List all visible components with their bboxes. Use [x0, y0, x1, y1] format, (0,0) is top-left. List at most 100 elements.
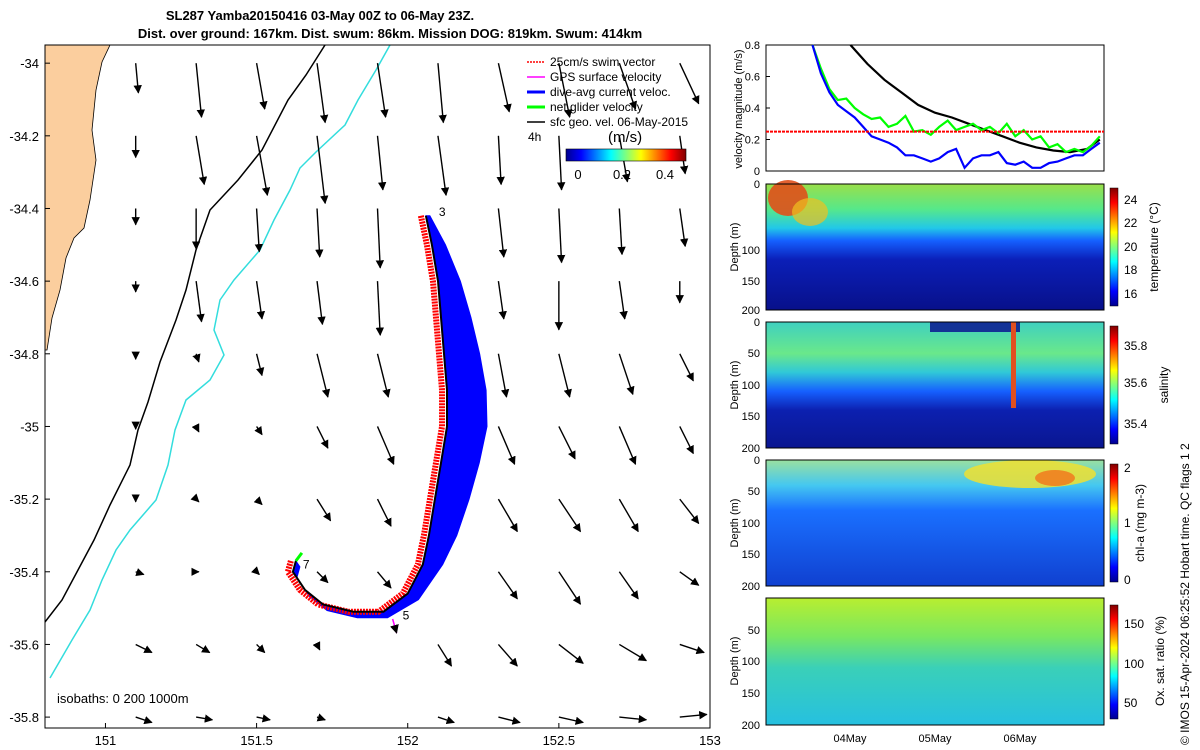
current-arrow: [618, 281, 628, 320]
current-arrow: [618, 498, 639, 533]
current-arrow: [497, 208, 508, 258]
temperature-cbar-tick-1: 18: [1124, 263, 1138, 277]
current-arrow: [558, 426, 576, 460]
map-xtick-label: 151: [95, 733, 117, 748]
current-arrow: [679, 62, 700, 105]
current-arrow: [618, 353, 635, 396]
salinity-panel: Depth (m) 0 50 100 150 200 35.4 35.6 35.…: [729, 317, 1171, 455]
temperature-frame: [765, 183, 1105, 311]
temperature-colorbar: [1109, 187, 1119, 307]
isobath-1000: [45, 45, 326, 623]
velocity-series-line: [811, 44, 1101, 170]
current-arrow: [195, 63, 205, 119]
current-arrow: [497, 353, 510, 398]
map-xtick-label: 152.5: [543, 733, 576, 748]
current-arrow: [497, 643, 518, 667]
oxygen-cbar-tick-2: 150: [1124, 617, 1144, 631]
land-mass: [45, 45, 111, 351]
current-arrow: [316, 498, 332, 522]
current-arrow: [558, 63, 573, 118]
salinity-fresh-patch: [930, 322, 1020, 332]
time-tick-05may: 05May: [918, 733, 952, 745]
map-y-axis: -34 -34.2 -34.4 -34.6 -34.8 -35 -35.2 -35.4 -35.…: [9, 56, 50, 725]
current-arrow: [316, 281, 326, 326]
velocity-tick-label: 0.8: [745, 40, 760, 52]
colorbar-tick-0: 0: [574, 167, 581, 182]
map-legend: 25cm/s swim vector GPS surface velocity …: [527, 55, 688, 129]
current-arrow: [679, 208, 689, 248]
track-time-label: 7: [303, 558, 310, 572]
copyright-caption: © IMOS 15-Apr-2024 06:25:52 Hobart time.…: [1178, 443, 1192, 745]
velocity-tick-label: 0.2: [745, 135, 760, 147]
velocity-ylabel: velocity magnitude (m/s): [733, 49, 745, 168]
gps-surface-velocity-mark: [390, 618, 399, 634]
velocity-panel: 0 0.2 0.4 0.6 0.8 velocity magnitude (m/s): [733, 40, 1105, 178]
velocity-tick-label: 0: [754, 166, 760, 178]
colorbar-tick-2: 0.4: [656, 167, 674, 182]
current-arrow: [250, 566, 260, 576]
chla-bloom: [964, 460, 1096, 488]
current-arrow: [312, 641, 321, 651]
map-ytick-label: -35.8: [9, 710, 39, 725]
velocity-lines: [766, 44, 1104, 170]
salinity-colorbar: [1109, 325, 1119, 445]
map-x-axis: 151 151.5 152 152.5 153: [95, 723, 721, 748]
velocity-tick-label: 0.4: [745, 103, 760, 115]
current-arrow: [255, 353, 265, 377]
chla-cbar-tick-1: 1: [1124, 516, 1131, 530]
legend-swim: 25cm/s swim vector: [550, 55, 655, 69]
temperature-ylabel: Depth (m): [729, 223, 741, 272]
salinity-depth-ticks: 0 50 100 150 200: [742, 317, 760, 455]
current-arrow: [498, 716, 521, 725]
salinity-cbar-tick-1: 35.6: [1124, 376, 1148, 390]
chart-title: SL287 Yamba20150416 03-May 00Z to 06-May…: [165, 8, 475, 23]
salinity-heatmap: [766, 322, 1104, 448]
current-arrow: [376, 353, 391, 398]
annotation-4h: 4h: [528, 130, 541, 144]
current-arrow: [679, 710, 708, 720]
current-arrow: [195, 135, 208, 186]
current-arrow: [437, 63, 447, 124]
oxygen-tick-100: 100: [742, 656, 760, 668]
salinity-tick-100: 100: [742, 380, 760, 392]
legend-gps: GPS surface velocity: [550, 70, 661, 84]
current-arrow: [618, 643, 648, 662]
current-arrow: [375, 208, 385, 269]
current-arrow: [191, 423, 200, 433]
temperature-cbar-tick-4: 24: [1124, 193, 1138, 207]
velocity-y-axis: 0 0.2 0.4 0.6 0.8: [745, 40, 770, 178]
chla-tick-200: 200: [742, 581, 760, 593]
current-arrow: [316, 426, 329, 449]
current-arrow: [497, 281, 507, 320]
current-arrow: [196, 714, 214, 723]
chla-tick-150: 150: [742, 549, 760, 561]
current-arrow: [558, 571, 582, 605]
legend-net: net glider velocity: [550, 100, 643, 114]
time-tick-04may: 04May: [833, 733, 867, 745]
current-arrow: [437, 716, 455, 725]
track-labels: 3 5 7: [303, 205, 446, 622]
current-arrow: [437, 135, 450, 197]
current-arrow: [679, 426, 694, 455]
current-arrow: [556, 208, 566, 264]
map-ytick-label: -34.4: [9, 201, 39, 216]
map-ytick-label: -34.2: [9, 129, 39, 144]
current-arrow: [255, 281, 266, 320]
current-arrow: [195, 281, 205, 323]
current-arrow: [679, 643, 705, 655]
temperature-cbar-label: temperature (°C): [1147, 202, 1161, 292]
current-arrow: [256, 714, 271, 723]
swim-vector-band: [284, 215, 446, 615]
current-arrow: [497, 498, 518, 533]
colorbar-tick-1: 0.2: [613, 167, 631, 182]
oxygen-tick-150: 150: [742, 688, 760, 700]
current-arrow: [255, 63, 268, 110]
current-arrow: [618, 426, 637, 466]
oxygen-ylabel: Depth (m): [729, 637, 741, 686]
chla-cbar-tick-0: 0: [1124, 573, 1131, 587]
current-arrow: [254, 208, 264, 253]
salinity-spike: [1011, 322, 1016, 408]
oxygen-heatmap: [766, 598, 1104, 725]
